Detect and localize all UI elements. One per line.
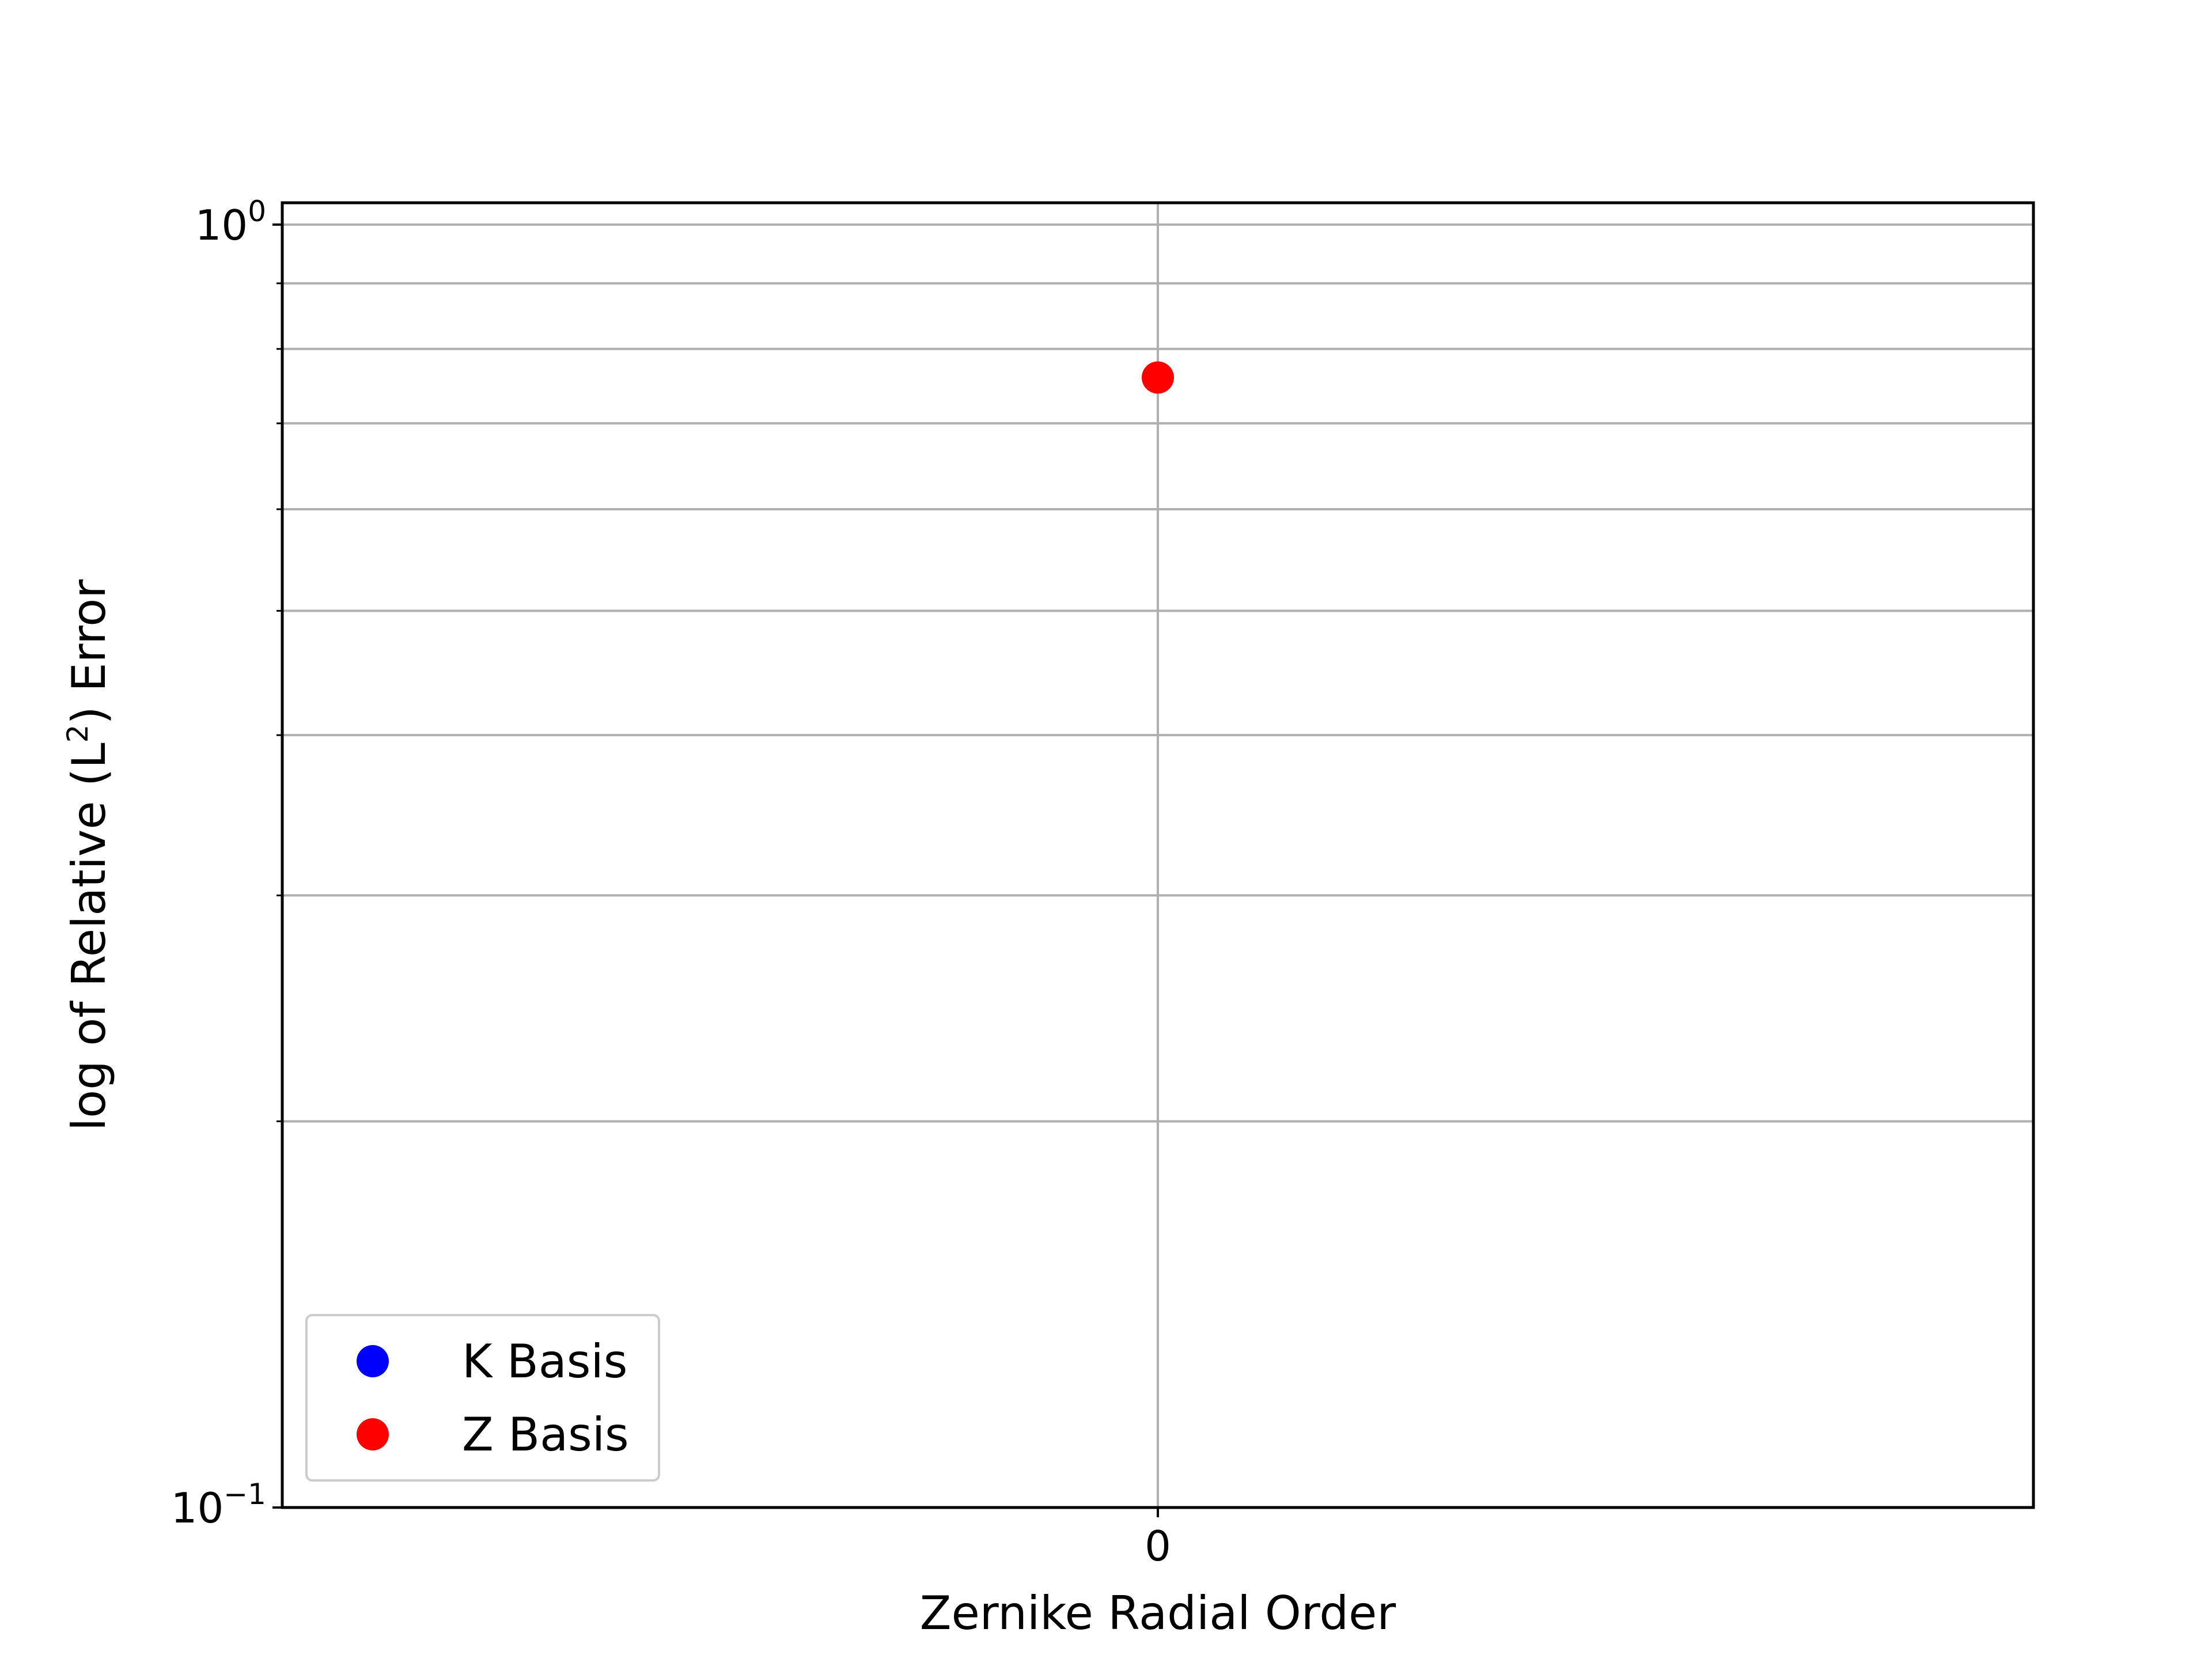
data-point <box>1142 361 1174 394</box>
y-tick-label-base: 10 <box>171 1484 224 1532</box>
legend: K Basis Z Basis <box>305 1314 660 1482</box>
y-tick-label-exp: 0 <box>248 195 266 228</box>
y-tick-label: 100 <box>195 195 266 249</box>
y-axis-label-suffix: ) Error <box>62 579 116 725</box>
plot-frame <box>281 201 2035 1509</box>
y-axis-label-prefix: log of Relative (L <box>62 743 116 1131</box>
legend-marker <box>357 1345 389 1377</box>
y-axis-label-sup: 2 <box>61 725 94 743</box>
x-tick-label: 0 <box>1145 1522 1171 1570</box>
y-axis-label: log of Relative (L2) Error <box>61 579 116 1131</box>
legend-label: Z Basis <box>462 1408 629 1461</box>
legend-marker <box>357 1418 389 1450</box>
y-tick-label-exp: −1 <box>224 1478 266 1511</box>
legend-label: K Basis <box>462 1335 627 1388</box>
y-tick-label: 10−1 <box>171 1478 266 1532</box>
points-layer <box>1142 361 1174 394</box>
y-tick-label-base: 10 <box>195 201 248 249</box>
x-axis-label: Zernike Radial Order <box>920 1586 1396 1640</box>
legend-box <box>305 1314 660 1482</box>
legend-entries: K Basis Z Basis <box>357 1335 629 1461</box>
